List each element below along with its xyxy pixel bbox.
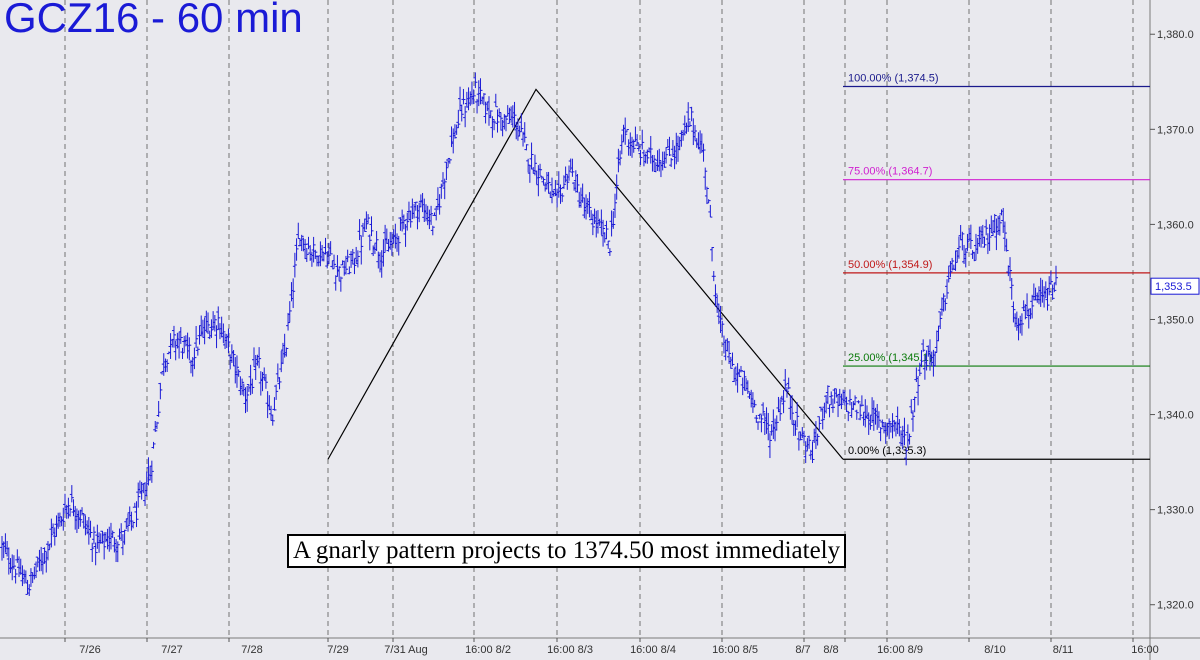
- pattern-line: [327, 88, 844, 460]
- x-tick-label: 16:00 8/5: [712, 644, 758, 656]
- y-tick-label: 1,350.0: [1157, 314, 1194, 326]
- last-price-tag: 1,353.5: [1150, 277, 1200, 295]
- x-tick-label: 16:00 8/4: [630, 644, 676, 656]
- last-price-label: 1,353.5: [1155, 281, 1192, 293]
- fib-level-label: 0.00% (1,335.3): [848, 445, 926, 457]
- price-bars: [0, 72, 1058, 596]
- chart-title: GCZ16 - 60 min: [4, 0, 303, 41]
- y-tick-label: 1,380.0: [1157, 29, 1194, 41]
- x-tick-label: 7/31 Aug: [384, 644, 427, 656]
- fib-level-label: 75.00% (1,364.7): [848, 166, 932, 178]
- y-tick-label: 1,370.0: [1157, 124, 1194, 136]
- y-tick-label: 1,360.0: [1157, 219, 1194, 231]
- y-tick-label: 1,330.0: [1157, 505, 1194, 517]
- x-tick-label: 8/10: [984, 644, 1005, 656]
- fibonacci-levels: 100.00% (1,374.5) 75.00% (1,364.7) 50.00% …: [843, 73, 1150, 460]
- fib-level-label: 50.00% (1,354.9): [848, 259, 932, 271]
- fib-level-label: 25.00% (1,345.1): [848, 352, 932, 364]
- annotation-box: A gnarly pattern projects to 1374.50 mos…: [287, 534, 847, 568]
- abc-pattern: [327, 88, 844, 460]
- x-tick-label: 7/27: [161, 644, 182, 656]
- x-tick-label: 16:00: [1131, 644, 1159, 656]
- x-tick-label: 16:00 8/9: [877, 644, 923, 656]
- fib-level-label: 100.00% (1,374.5): [848, 73, 939, 85]
- x-tick-label: 8/11: [1053, 644, 1074, 656]
- y-tick-label: 1,320.0: [1157, 600, 1194, 612]
- x-tick-label: 16:00 8/3: [547, 644, 593, 656]
- x-tick-label: 8/7: [795, 644, 810, 656]
- x-tick-label: 16:00 8/2: [465, 644, 511, 656]
- x-tick-label: 8/8: [823, 644, 838, 656]
- y-tick-label: 1,340.0: [1157, 410, 1194, 422]
- x-tick-label: 7/28: [241, 644, 262, 656]
- x-tick-label: 7/29: [327, 644, 348, 656]
- last-price-box: [1150, 277, 1200, 295]
- x-tick-label: 7/26: [79, 644, 100, 656]
